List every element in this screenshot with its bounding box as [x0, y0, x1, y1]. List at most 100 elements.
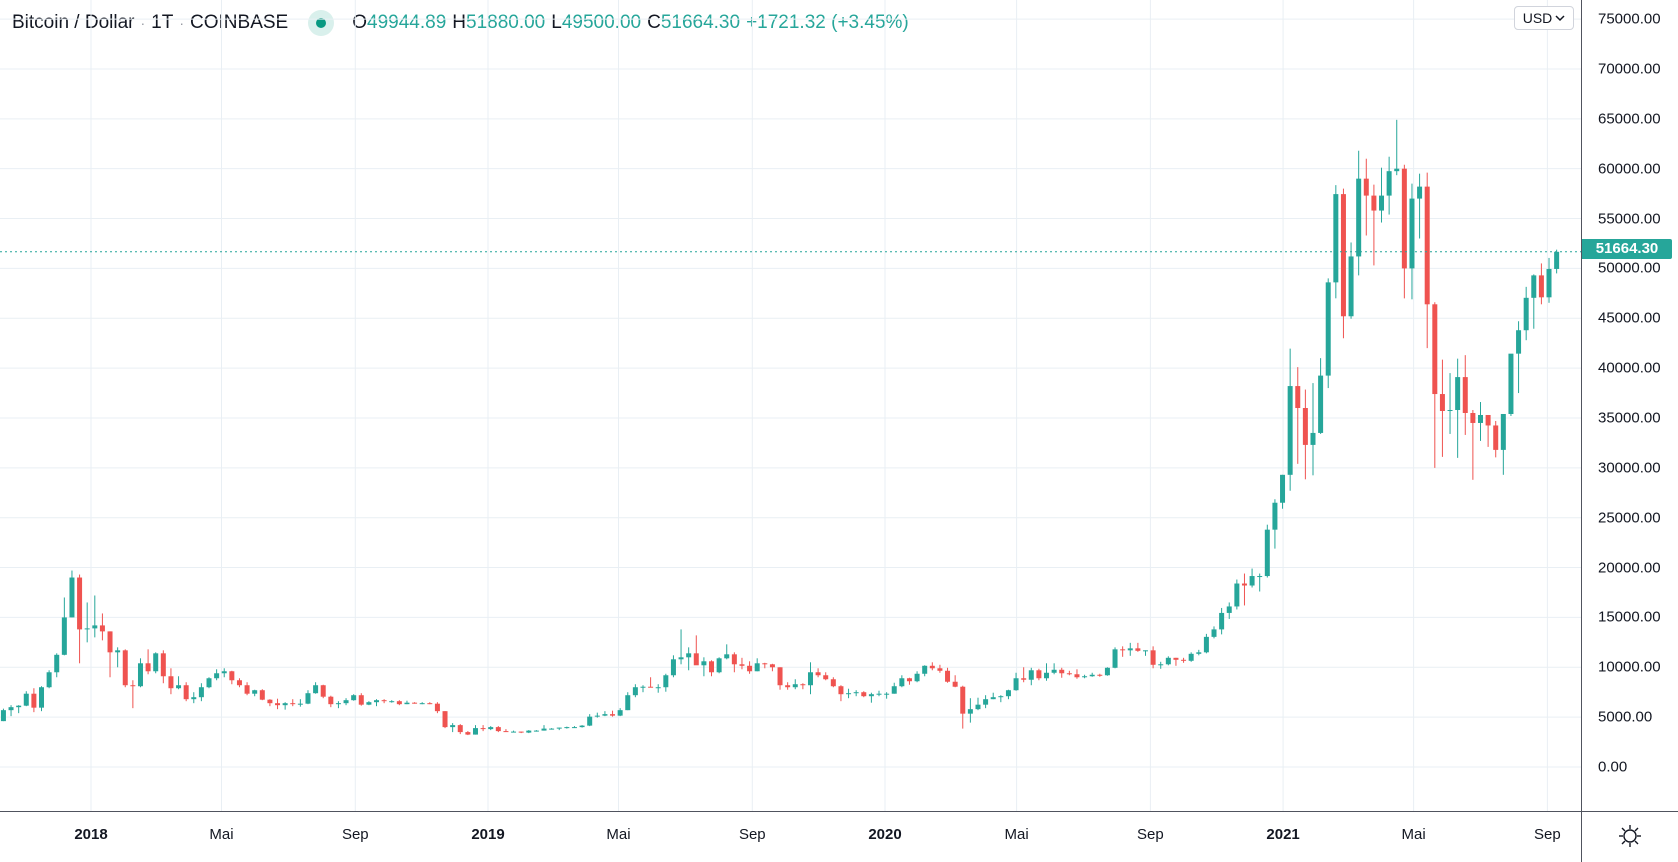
candle: [853, 690, 859, 697]
candle: [1546, 257, 1552, 303]
candle: [1363, 158, 1369, 236]
candle: [465, 731, 471, 736]
candle-body: [290, 703, 296, 705]
candle-body: [678, 657, 684, 660]
candle-body: [107, 631, 113, 653]
candle-body: [1500, 413, 1506, 450]
candle-body: [99, 625, 105, 632]
candle: [876, 690, 882, 697]
time-tick-label: Sep: [341, 826, 369, 843]
candle: [960, 685, 966, 729]
candle-body: [1394, 168, 1400, 172]
candle: [1097, 673, 1103, 677]
candle: [1226, 602, 1232, 619]
candle-body: [1432, 304, 1438, 395]
candle-body: [1257, 576, 1263, 578]
chevron-down-icon: [1555, 15, 1565, 22]
grid: [0, 0, 1581, 811]
candle: [937, 664, 943, 673]
sun-gear-icon[interactable]: [1618, 824, 1642, 848]
candle: [160, 650, 166, 684]
candle-body: [846, 693, 852, 695]
candle: [442, 711, 448, 729]
symbol-name[interactable]: Bitcoin / Dollar: [12, 12, 135, 33]
candle-body: [1249, 576, 1255, 586]
candle-body: [945, 670, 951, 682]
candle-body: [313, 685, 319, 694]
candle-body: [1333, 194, 1339, 283]
candle-body: [769, 664, 775, 668]
candle-body: [983, 699, 989, 705]
settings-corner: [1581, 811, 1678, 862]
candle: [663, 673, 669, 692]
candle-body: [1280, 474, 1286, 503]
symbol-legend: Bitcoin / Dollar · 1T · COINBASE O 49944.…: [12, 10, 915, 36]
price-tick-label: 5000.00: [1598, 708, 1653, 726]
candle-body: [259, 690, 265, 700]
candle-body: [1082, 676, 1088, 678]
candlestick-plot[interactable]: [0, 0, 1581, 811]
candle: [1188, 652, 1194, 662]
interval[interactable]: 1T: [151, 12, 174, 33]
candle: [39, 686, 45, 712]
candle-body: [1516, 330, 1522, 354]
candle: [92, 595, 98, 638]
candle: [427, 702, 433, 705]
candle-body: [587, 716, 593, 726]
candle: [1082, 674, 1088, 679]
candle: [244, 682, 250, 696]
candle: [549, 728, 555, 730]
candle: [922, 665, 928, 677]
price-tick-label: 10000.00: [1598, 658, 1661, 676]
candle-body: [457, 725, 463, 733]
time-axis[interactable]: 2018 Mai Sep 2019 Mai Sep 2020 Mai Sep 2021 Mai Sep: [0, 811, 1581, 862]
candle: [1500, 413, 1506, 475]
candle: [1112, 647, 1118, 669]
candle-body: [762, 663, 768, 665]
candle-body: [967, 709, 973, 714]
candle: [1257, 573, 1263, 592]
candle-body: [777, 667, 783, 686]
candle: [709, 660, 715, 677]
candle-body: [252, 690, 258, 694]
candle-body: [1523, 297, 1529, 331]
candle: [533, 730, 539, 732]
candle: [518, 731, 524, 734]
candle: [320, 684, 326, 699]
candle: [1203, 633, 1209, 654]
candle: [1493, 420, 1499, 458]
candle: [305, 690, 311, 705]
candle-body: [579, 725, 585, 728]
candle: [1394, 119, 1400, 176]
candle-body: [1021, 678, 1027, 680]
candle-body: [1455, 377, 1461, 411]
candle-body: [221, 671, 227, 674]
candle-body: [670, 659, 676, 676]
candle: [99, 613, 105, 641]
currency-button[interactable]: USD: [1514, 6, 1574, 30]
candle: [480, 725, 486, 732]
candle-body: [823, 675, 829, 680]
candle: [1538, 263, 1544, 305]
candle: [343, 698, 349, 706]
candle: [1439, 359, 1445, 457]
candle-body: [1302, 408, 1308, 445]
candle-body: [686, 653, 692, 658]
candle: [830, 677, 836, 688]
price-axis[interactable]: 75000.00 70000.00 65000.00 60000.00 55000.00…: [1581, 0, 1678, 811]
candle: [1477, 402, 1483, 441]
candle: [1462, 355, 1468, 435]
candle: [145, 649, 151, 675]
candle-body: [335, 703, 341, 705]
candle-body: [1005, 690, 1011, 697]
candle: [457, 724, 463, 735]
green-dot-icon[interactable]: [308, 10, 335, 36]
time-tick-label: Sep: [1534, 826, 1561, 843]
candle-body: [374, 700, 380, 703]
candle-body: [153, 653, 159, 672]
candle-body: [39, 687, 45, 708]
candle: [168, 668, 174, 695]
low-label: L: [551, 12, 562, 33]
candle-body: [602, 714, 608, 716]
candle: [1051, 663, 1057, 675]
